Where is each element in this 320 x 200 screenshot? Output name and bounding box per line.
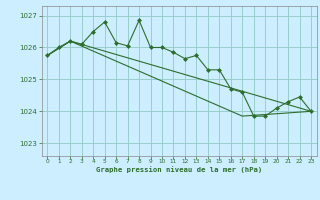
X-axis label: Graphe pression niveau de la mer (hPa): Graphe pression niveau de la mer (hPa) xyxy=(96,166,262,173)
